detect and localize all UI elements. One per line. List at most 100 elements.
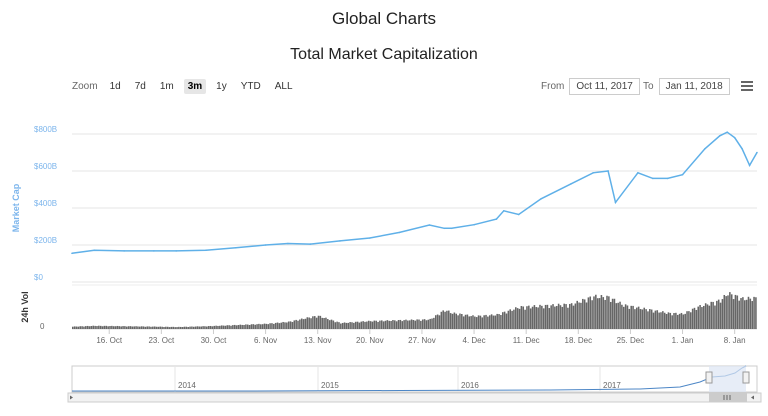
navigator-selected-range[interactable] <box>709 366 746 392</box>
market-cap-point <box>153 250 155 252</box>
volume-bar <box>116 325 119 329</box>
volume-bar <box>124 326 126 329</box>
volume-bar <box>306 317 309 329</box>
volume-bar <box>462 316 465 329</box>
zoom-button-7d[interactable]: 7d <box>134 80 146 92</box>
volume-bar <box>637 306 640 329</box>
volume-bar <box>99 325 102 329</box>
volume-bar <box>451 313 454 329</box>
volume-bar <box>228 325 230 329</box>
volume-bar <box>248 325 251 329</box>
volume-bar <box>453 312 456 329</box>
navigator-handle-left[interactable] <box>705 371 713 384</box>
volume-bar <box>515 307 517 329</box>
volume-bar <box>191 326 193 329</box>
volume-bar <box>742 297 744 329</box>
volume-bar <box>557 303 560 329</box>
volume-bar <box>237 325 240 329</box>
arrow-right-icon[interactable] <box>751 395 754 400</box>
volume-bar <box>345 322 348 329</box>
volume-bar <box>366 321 368 329</box>
volume-bar <box>276 322 279 329</box>
navigator-handle-right[interactable] <box>742 371 750 384</box>
volume-bar <box>72 326 74 329</box>
volume-bar <box>334 322 337 329</box>
market-cap-point <box>443 227 446 230</box>
volume-bar <box>150 326 152 329</box>
x-tick-label: 20. Nov <box>356 336 384 345</box>
volume-bar <box>289 321 292 329</box>
zoom-button-all[interactable]: ALL <box>274 80 293 92</box>
arrow-left-icon[interactable] <box>70 395 73 400</box>
x-tick-label: 13. Nov <box>304 336 332 345</box>
volume-bar <box>330 319 333 329</box>
volume-bar <box>220 325 223 329</box>
zoom-button-ytd[interactable]: YTD <box>240 80 261 92</box>
hamburger-menu-icon[interactable] <box>741 81 753 91</box>
volume-bar <box>604 299 606 329</box>
volume-bar <box>325 317 327 329</box>
market-cap-point <box>570 183 572 185</box>
volume-bar <box>328 320 331 329</box>
volume-bar <box>461 314 463 329</box>
zoom-button-1d[interactable]: 1d <box>109 80 121 92</box>
volume-bar <box>736 295 739 329</box>
volume-bar <box>554 306 556 329</box>
volume-bar <box>200 326 202 329</box>
volume-bar <box>639 309 642 329</box>
volume-bar <box>133 326 135 329</box>
volume-bar <box>574 303 577 329</box>
volume-bar <box>137 326 139 329</box>
volume-bar <box>641 309 644 329</box>
volume-bar <box>660 312 662 329</box>
y-tick-label: $0 <box>34 273 43 282</box>
volume-bar <box>166 326 169 329</box>
volume-bar <box>127 326 130 329</box>
volume-bar <box>524 309 526 329</box>
volume-bar <box>139 326 141 329</box>
x-tick-label: 30. Oct <box>201 336 228 345</box>
to-date-input[interactable]: Jan 11, 2018 <box>658 78 730 95</box>
volume-bar <box>347 322 350 329</box>
volume-bar <box>474 316 476 329</box>
volume-bar <box>196 326 199 329</box>
volume-bar <box>354 321 357 329</box>
x-tick-label: 25. Dec <box>617 336 645 345</box>
volume-bar <box>112 326 115 329</box>
volume-bar <box>490 314 493 329</box>
volume-bar <box>572 305 575 329</box>
volume-bar <box>88 326 91 329</box>
volume-bar <box>414 320 417 329</box>
volume-bar <box>516 308 519 329</box>
volume-bar <box>470 316 472 329</box>
zoom-button-1m[interactable]: 1m <box>159 80 174 92</box>
y-axis-title: Market Cap <box>11 183 21 232</box>
volume-bar <box>708 305 711 329</box>
volume-bar <box>142 326 145 329</box>
volume-bar <box>544 304 547 329</box>
volume-bar <box>394 320 396 329</box>
volume-bar <box>587 297 590 329</box>
volume-bar <box>261 324 264 329</box>
market-cap-point <box>175 250 177 252</box>
volume-bar <box>507 310 510 329</box>
zoom-button-1y[interactable]: 1y <box>216 80 227 92</box>
volume-bar <box>105 325 108 329</box>
zoom-button-3m[interactable]: 3m <box>183 78 207 94</box>
volume-bar <box>176 327 178 329</box>
navigator-year-label: 2014 <box>178 381 196 390</box>
volume-bar <box>740 298 742 329</box>
volume-bar <box>663 312 666 329</box>
volume-bar <box>332 320 335 329</box>
scrollbar-thumb[interactable] <box>709 393 747 402</box>
market-cap-point <box>398 231 401 234</box>
volume-bar <box>622 306 625 329</box>
volume-bar <box>541 305 543 329</box>
volume-bar <box>202 326 204 329</box>
volume-bar <box>446 310 448 329</box>
scrollbar-track[interactable] <box>67 392 762 403</box>
from-date-input[interactable]: Oct 11, 2017 <box>569 78 640 95</box>
volume-bar <box>475 317 478 329</box>
volume-bar <box>682 314 685 329</box>
volume-bar <box>477 315 480 329</box>
